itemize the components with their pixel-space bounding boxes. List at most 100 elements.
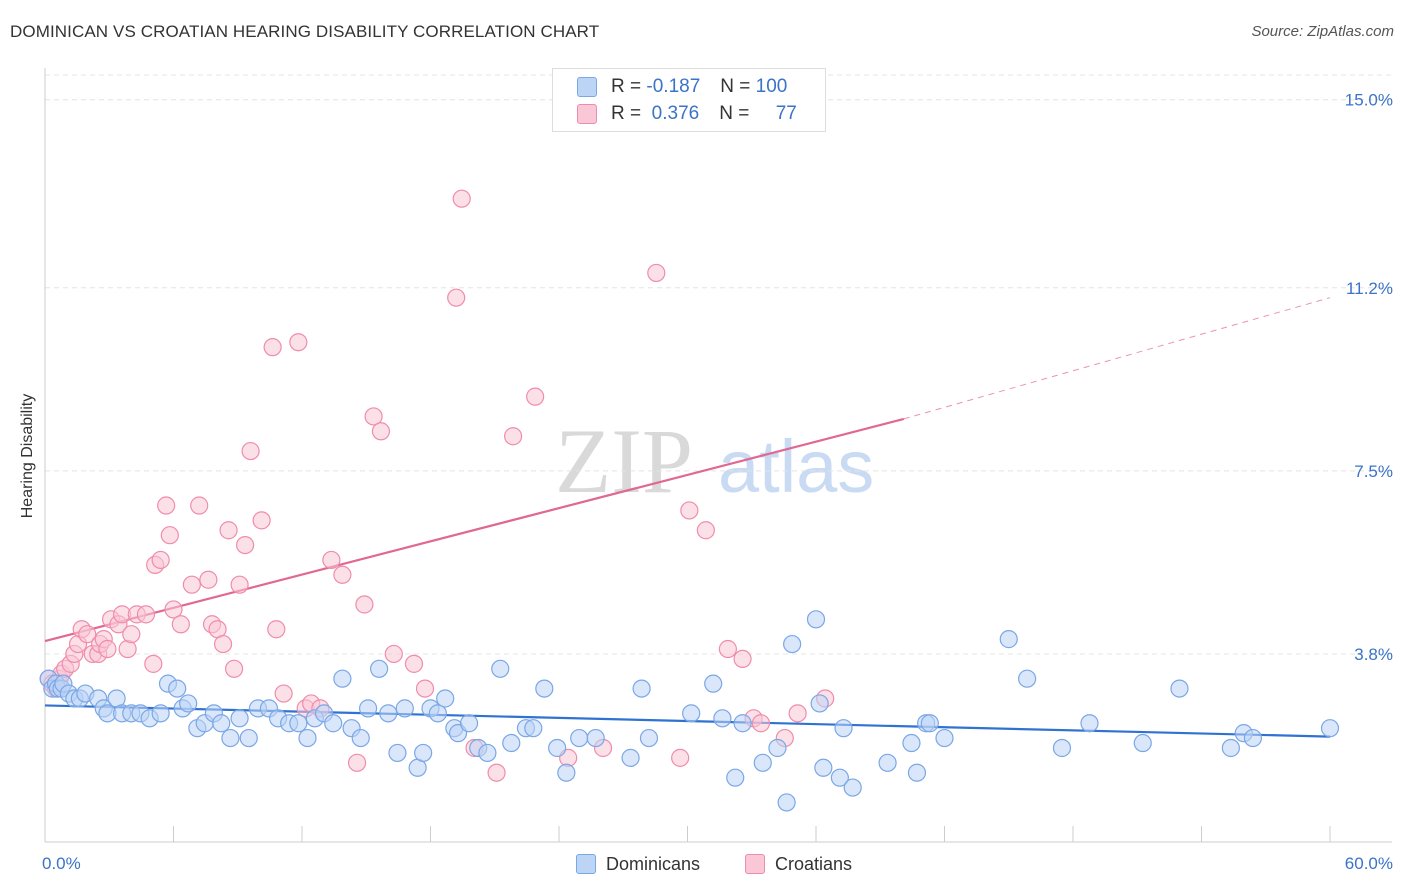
croatians-point — [647, 263, 666, 283]
dominicans-point — [151, 704, 170, 723]
dominicans-point — [324, 714, 343, 733]
croatians-point — [98, 639, 117, 659]
croatians-point — [160, 526, 179, 545]
dominicans-point — [843, 778, 862, 797]
dominicans-point — [726, 768, 745, 787]
chart-title: DOMINICAN VS CROATIAN HEARING DISABILITY… — [10, 22, 600, 41]
dominicans-point — [704, 674, 723, 693]
croatians-point — [171, 615, 190, 634]
y-tick-label: 11.2% — [1346, 279, 1393, 298]
dominicans-point — [935, 728, 954, 748]
croatians-point — [322, 550, 341, 570]
croatians-point — [252, 511, 271, 530]
dominicans-point — [395, 699, 414, 718]
croatians-point — [151, 550, 170, 570]
dominicans-point — [502, 733, 521, 753]
croatians-point — [404, 654, 424, 673]
croatians-point — [199, 570, 218, 589]
dominicans-point — [1243, 728, 1263, 748]
legend-item-dominicans[interactable]: Dominicans — [576, 852, 700, 876]
r-label: R = — [611, 103, 642, 124]
croatians-point — [182, 575, 201, 594]
croatians-point — [241, 441, 260, 461]
dominicans-point — [459, 714, 479, 733]
croatians-swatch — [577, 104, 597, 124]
legend-row-croatians: R = 0.376 N = 77 — [577, 102, 797, 126]
croatians-point — [136, 605, 156, 624]
n-label: N = — [719, 103, 750, 124]
croatians-point — [289, 333, 308, 352]
legend-label-croatians: Croatians — [775, 853, 853, 874]
dominicans-point — [713, 709, 732, 728]
dominicans-point — [621, 748, 640, 767]
dominicans-point — [1080, 714, 1099, 733]
croatians-point — [487, 763, 506, 782]
croatians-point — [526, 387, 545, 406]
dominicans-point — [639, 728, 659, 748]
r-value-dominicans: -0.187 — [646, 76, 701, 97]
dominicans-point — [428, 704, 447, 723]
y-tick-label: 3.8% — [1354, 645, 1393, 664]
n-value-croatians: 77 — [775, 103, 797, 124]
dominicans-point — [777, 793, 796, 812]
dominicans-swatch — [577, 77, 597, 97]
croatians-point — [680, 501, 699, 520]
croatians-point — [164, 600, 183, 619]
dominicans-point — [524, 719, 543, 738]
croatians-point — [718, 639, 737, 659]
dominicans-point — [358, 699, 378, 718]
dominicans-point — [230, 709, 249, 728]
dominicans-point — [733, 714, 752, 733]
dominicans-point — [548, 738, 567, 758]
dominicans-point — [1133, 733, 1152, 753]
dominicans-point — [370, 659, 389, 678]
croatians-point — [733, 649, 752, 669]
croatians-swatch — [745, 854, 765, 874]
croatians-point — [364, 407, 383, 426]
dominicans-point — [1320, 719, 1340, 738]
croatians-point — [751, 714, 771, 733]
dominicans-point — [999, 630, 1018, 649]
croatians-point — [452, 189, 471, 208]
croatians-point — [219, 521, 238, 540]
dominicans-point — [212, 714, 231, 733]
dominicans-point — [388, 743, 407, 763]
dominicans-point — [753, 753, 772, 772]
correlation-legend: R = -0.187 N = 100 R = 0.376 N = 77 — [552, 68, 826, 132]
legend-item-croatians[interactable]: Croatians — [745, 852, 852, 876]
y-tick-label: 15.0% — [1345, 91, 1393, 110]
dominicans-point — [351, 728, 370, 748]
n-label: N = — [720, 76, 751, 97]
dominicans-point — [289, 714, 308, 733]
croatians-trend-extension — [903, 297, 1331, 420]
dominicans-point — [878, 753, 897, 772]
dominicans-point — [221, 728, 240, 748]
dominicans-point — [298, 728, 317, 748]
dominicans-point — [834, 719, 853, 738]
croatians-trend-line — [44, 417, 905, 643]
dominicans-point — [491, 659, 510, 678]
dominicans-point — [535, 679, 554, 698]
dominicans-point — [1170, 679, 1189, 698]
croatians-point — [118, 639, 137, 659]
croatians-point — [504, 427, 523, 446]
watermark-zip: ZIP — [555, 410, 693, 512]
croatians-point — [347, 753, 367, 772]
dominicans-point — [810, 694, 829, 713]
dominicans-point — [632, 679, 651, 698]
source-label: Source: ZipAtlas.com — [1251, 23, 1394, 40]
croatians-point — [333, 565, 352, 584]
croatians-point — [384, 644, 403, 664]
dominicans-point — [333, 669, 352, 688]
croatians-point — [671, 748, 690, 767]
y-axis-label: Hearing Disability — [19, 393, 36, 519]
legend-label-dominicans: Dominicans — [606, 853, 701, 874]
croatians-point — [788, 704, 807, 723]
dominicans-point — [783, 634, 802, 654]
croatians-point — [447, 288, 466, 307]
dominicans-point — [920, 714, 939, 733]
dominicans-point — [239, 728, 258, 748]
dominicans-point — [902, 733, 921, 753]
dominicans-swatch — [576, 854, 596, 874]
